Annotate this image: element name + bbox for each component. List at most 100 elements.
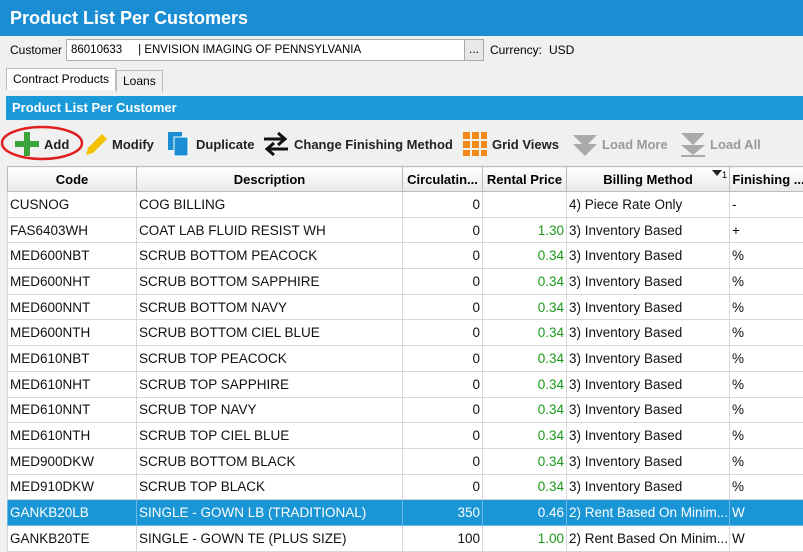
button-label: Load More — [602, 137, 668, 152]
grid-cell: 0 — [403, 294, 483, 320]
grid-cell: 2) Rent Based On Minim... — [567, 525, 730, 551]
grid-cell — [483, 192, 567, 218]
grid-icon — [462, 131, 488, 157]
swap-icon — [262, 131, 290, 157]
grid-cell: MED600NHT — [8, 269, 137, 295]
grid-cell: % — [730, 474, 803, 500]
grid-cell: 0.34 — [483, 243, 567, 269]
currency-value: USD — [549, 43, 574, 57]
grid-cell: 0.34 — [483, 397, 567, 423]
grid-cell: 0.34 — [483, 371, 567, 397]
column-header[interactable]: Description — [137, 167, 403, 192]
grid-views-button[interactable]: Grid Views — [462, 131, 559, 157]
grid-cell: 0 — [403, 192, 483, 218]
grid-cell: 0 — [403, 397, 483, 423]
grid-cell: 0 — [403, 448, 483, 474]
grid-cell: 3) Inventory Based — [567, 243, 730, 269]
grid-cell: 0 — [403, 474, 483, 500]
modify-icon — [82, 131, 108, 157]
column-header[interactable]: Code — [8, 167, 137, 192]
tab[interactable]: Contract Products — [6, 68, 116, 90]
grid-cell: SCRUB TOP BLACK — [137, 474, 403, 500]
grid-cell: 0 — [403, 217, 483, 243]
grid-cell: % — [730, 371, 803, 397]
grid-cell: MED610NTH — [8, 423, 137, 449]
customer-label: Customer — [10, 43, 62, 57]
column-title: Description — [234, 172, 306, 187]
grid-cell: MED610NBT — [8, 346, 137, 372]
sort-indicator: 1 — [712, 170, 727, 180]
panel-title: Product List Per Customer — [6, 100, 177, 115]
button-label: Modify — [112, 137, 154, 152]
currency-label: Currency: — [490, 43, 542, 57]
duplicate-button[interactable]: Duplicate — [166, 131, 255, 157]
grid-cell: 0 — [403, 423, 483, 449]
grid-cell: W — [730, 525, 803, 551]
grid-cell: 0.34 — [483, 320, 567, 346]
grid-cell: FAS6403WH — [8, 217, 137, 243]
grid-cell: 3) Inventory Based — [567, 371, 730, 397]
tab[interactable]: Loans — [116, 70, 163, 92]
modify-button[interactable]: Modify — [82, 131, 154, 157]
column-header[interactable]: Circulatin... — [403, 167, 483, 192]
change-finishing-button[interactable]: Change Finishing Method — [262, 131, 453, 157]
grid-cell: SCRUB BOTTOM SAPPHIRE — [137, 269, 403, 295]
load-more-button[interactable]: Load More — [572, 131, 668, 157]
column-title: Rental Price — [487, 172, 562, 187]
column-header[interactable]: Rental Price — [483, 167, 567, 192]
grid-cell: 1.00 — [483, 525, 567, 551]
add-button[interactable]: Add — [14, 131, 69, 157]
customer-row: Customer 86010633 | ENVISION IMAGING OF … — [0, 37, 803, 64]
button-label: Add — [44, 137, 69, 152]
grid-cell: 0 — [403, 269, 483, 295]
grid-cell: 0 — [403, 320, 483, 346]
add-icon — [14, 131, 40, 157]
grid-cell: + — [730, 217, 803, 243]
grid-cell: SCRUB TOP SAPPHIRE — [137, 371, 403, 397]
grid-cell: 2) Rent Based On Minim... — [567, 500, 730, 526]
column-header[interactable]: Finishing ... — [730, 167, 803, 192]
sort-order: 1 — [722, 170, 727, 180]
grid-cell: MED600NBT — [8, 243, 137, 269]
grid-cell: % — [730, 320, 803, 346]
grid-cell: COG BILLING — [137, 192, 403, 218]
duplicate-icon — [166, 131, 192, 157]
product-grid: Code Description Circulatin... Rental Price… — [7, 166, 803, 552]
button-label: Duplicate — [196, 137, 255, 152]
grid-cell: 3) Inventory Based — [567, 320, 730, 346]
grid-cell: 3) Inventory Based — [567, 346, 730, 372]
load-all-button[interactable]: Load All — [680, 131, 761, 157]
customer-field[interactable]: 86010633 | ENVISION IMAGING OF PENNSYLVA… — [66, 39, 466, 61]
grid-cell: 0.34 — [483, 346, 567, 372]
grid-cell: 0.34 — [483, 474, 567, 500]
grid-cell: 1.30 — [483, 217, 567, 243]
column-title: Finishing ... — [732, 172, 803, 187]
grid-cell: - — [730, 192, 803, 218]
grid-cell: 3) Inventory Based — [567, 294, 730, 320]
browse-button[interactable]: ... — [464, 39, 484, 61]
grid-cell: MED600NNT — [8, 294, 137, 320]
grid-cell: 0.34 — [483, 294, 567, 320]
grid-cell: CUSNOG — [8, 192, 137, 218]
grid-cell: % — [730, 397, 803, 423]
column-title: Code — [56, 172, 89, 187]
grid-cell: % — [730, 294, 803, 320]
panel-header: Product List Per Customer — [6, 96, 803, 120]
